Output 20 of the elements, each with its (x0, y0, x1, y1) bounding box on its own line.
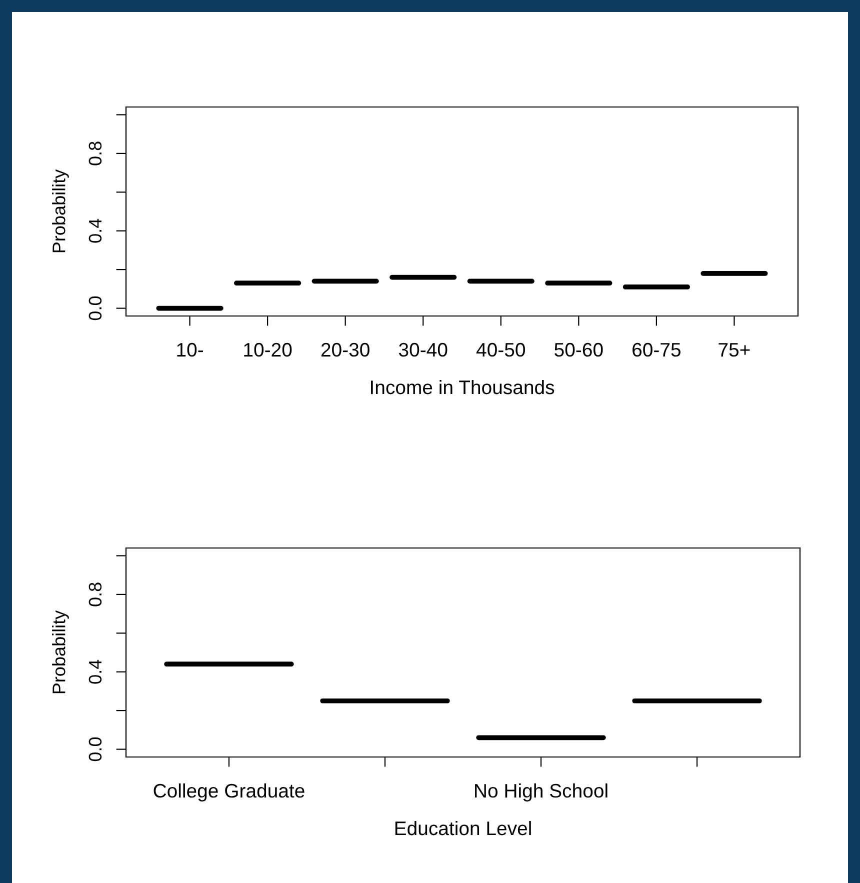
y-axis-title: Probability (52, 610, 69, 694)
x-axis-title: Education Level (395, 820, 531, 836)
x-tick-label: 40-50 (476, 342, 525, 357)
x-tick-label: 75+ (718, 343, 750, 357)
y-tick-label: 0.0 (88, 296, 102, 320)
x-tick-label: College Graduate (154, 783, 304, 802)
y-tick-label: 0.4 (88, 218, 102, 243)
x-tick-label: 20-30 (321, 342, 370, 357)
y-tick-label: 0.0 (88, 737, 102, 762)
x-axis-title: Income in Thousands (371, 380, 554, 394)
x-tick-label: 10- (177, 342, 203, 357)
y-axis-title: Probability (52, 169, 69, 252)
y-tick-label: 0.4 (88, 660, 102, 684)
x-tick-label: No High School (475, 783, 608, 802)
x-tick-label: 30-40 (398, 342, 448, 357)
x-tick-label: 10-20 (244, 342, 292, 357)
y-tick-label: 0.8 (88, 582, 102, 606)
x-tick-label: 60-75 (632, 342, 680, 357)
y-tick-label: 0.8 (88, 142, 102, 166)
x-tick-label: 50-60 (554, 342, 603, 357)
